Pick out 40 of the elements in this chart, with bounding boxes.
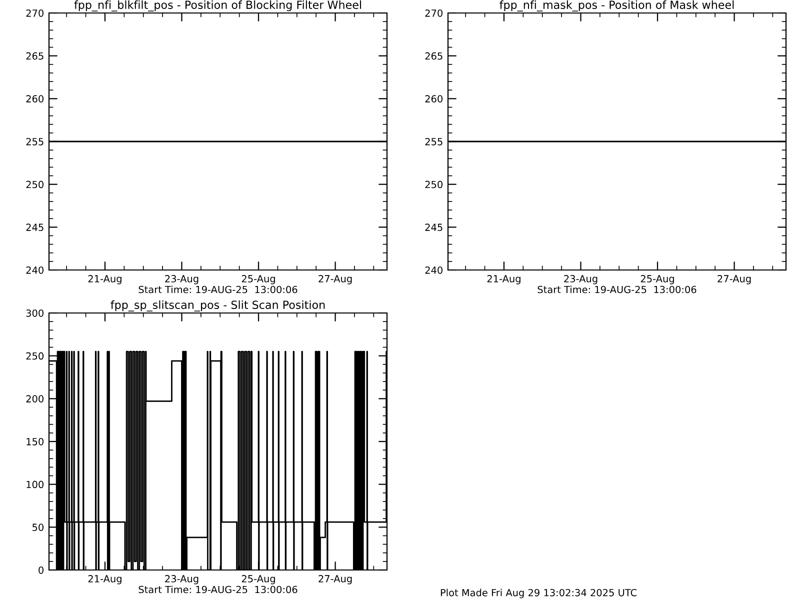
x-tick-label: 25-Aug [242,275,275,284]
y-tick-label: 250 [26,180,44,188]
x-tick-label: 25-Aug [242,575,275,584]
x-tick-label: 25-Aug [640,275,674,284]
x-tick-label: 27-Aug [318,275,352,284]
y-tick-label: 100 [26,480,44,488]
y-tick-label: 240 [26,266,44,274]
x-tick-label: 23-Aug [165,275,198,284]
y-tick-label: 0 [38,566,44,574]
y-tick-label: 270 [425,9,442,17]
x-axis-title: Start Time: 19-AUG-25 13:00:06 [138,586,298,594]
y-tick-label: 200 [26,395,44,402]
x-tick-label: 21-Aug [88,575,122,584]
x-tick-label: 27-Aug [718,275,751,284]
y-tick-label: 270 [26,9,44,17]
text: Plot Made Fri Aug 29 13:02:34 2025 UTC [440,588,637,598]
x-tick-label: 21-Aug [487,275,520,284]
y-tick-label: 265 [26,52,44,60]
chart-title: fpp_nfi_blkfilt_pos - Position of Blocking Filter Wheel [74,0,362,12]
y-tick-label: 250 [425,180,442,188]
x-tick-label: 23-Aug [564,275,598,284]
x-tick-label: 27-Aug [318,575,352,584]
x-axis-title: Start Time: 19-AUG-25 13:00:06 [138,286,298,294]
y-tick-label: 240 [425,266,442,274]
y-tick-label: 260 [425,95,442,102]
x-tick-label: 21-Aug [88,275,122,284]
chart-title: fpp_sp_slitscan_pos - Slit Scan Position [110,300,325,312]
y-tick-label: 255 [425,138,442,146]
y-tick-label: 260 [26,95,44,102]
y-tick-label: 300 [26,309,44,317]
x-tick-label: 23-Aug [165,575,198,584]
x-axis-title: Start Time: 19-AUG-25 13:00:06 [538,286,696,294]
y-tick-label: 245 [425,224,442,231]
y-tick-label: 265 [425,52,442,60]
chart-title: fpp_nfi_mask_pos - Position of Mask wheel [500,0,734,12]
y-tick-label: 50 [32,524,44,531]
y-tick-label: 250 [26,352,44,360]
y-tick-label: 255 [26,138,44,146]
y-tick-label: 150 [26,438,44,446]
y-tick-label: 245 [26,224,44,231]
